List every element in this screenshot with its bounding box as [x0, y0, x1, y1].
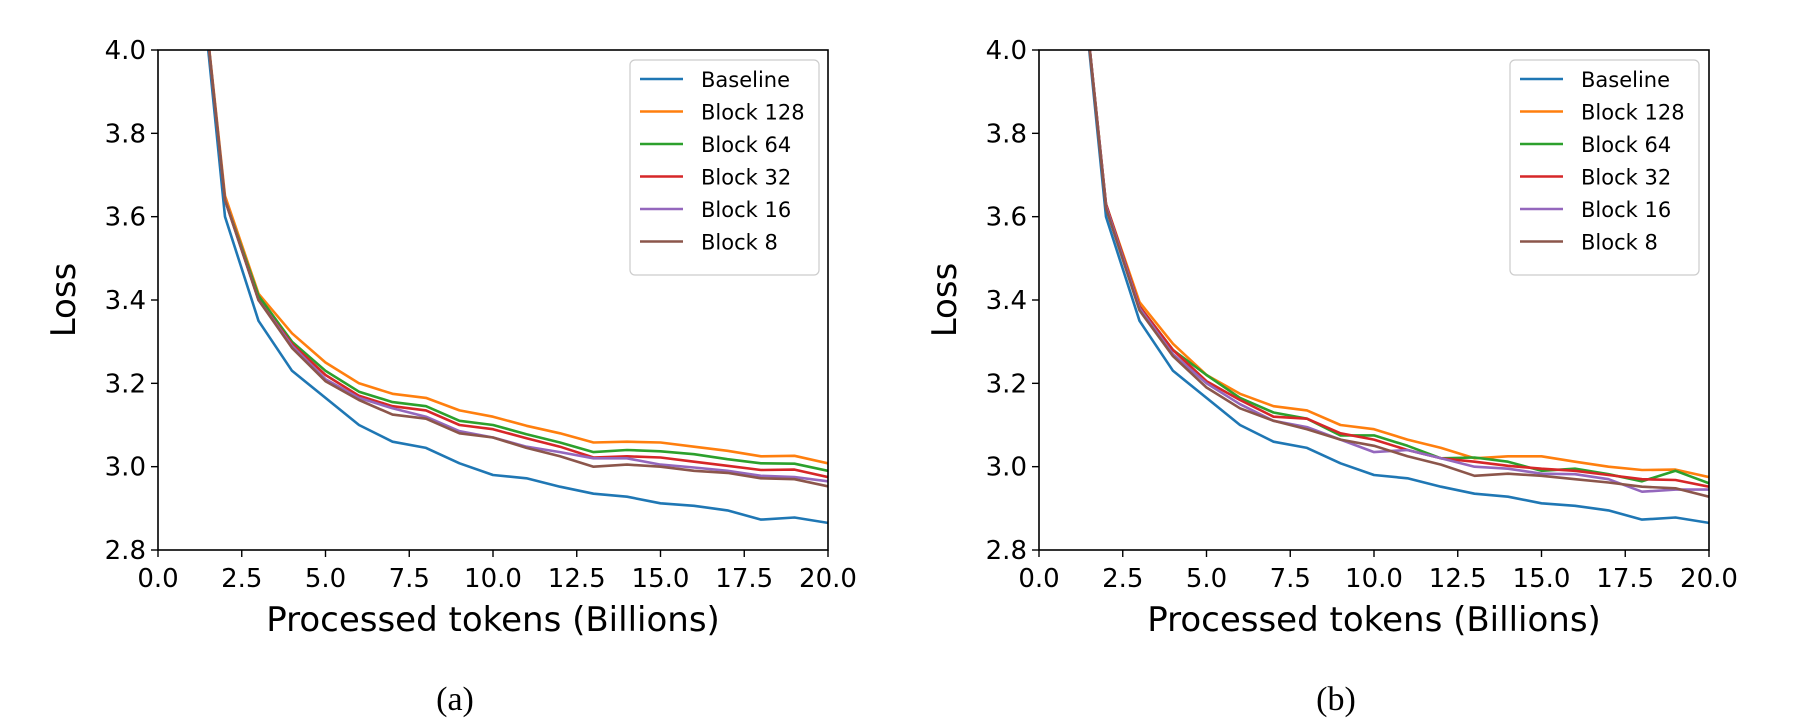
y-tick-label: 4.0 [105, 36, 146, 66]
y-tick-label: 3.0 [105, 453, 146, 483]
y-tick-label: 3.4 [105, 286, 146, 316]
series-line-block-32 [207, 50, 828, 479]
legend-entry: Block 8 [701, 231, 778, 255]
x-tick-label: 0.0 [1018, 564, 1059, 594]
series-line-block-128 [1088, 50, 1709, 479]
x-tick-label: 12.5 [1429, 564, 1487, 594]
x-tick-label: 7.5 [389, 564, 430, 594]
legend-box [629, 59, 820, 276]
panel-b: 0.0 2.5 5.0 7.5 10.0 12.5 15.0 17.5 20.0 2.8 3.0 3.… [925, 36, 1738, 718]
x-tick-label: 7.5 [1270, 564, 1311, 594]
legend-entry: Baseline [701, 68, 790, 92]
panel-caption: (a) [436, 681, 474, 718]
y-tick-label: 3.2 [986, 369, 1027, 399]
legend-entry: Block 16 [1581, 198, 1671, 222]
x-tick-label: 0.0 [137, 564, 178, 594]
x-axis-label: Processed tokens (Billions) [1147, 600, 1601, 640]
x-tick-label: 15.0 [632, 564, 690, 594]
x-axis-label: Processed tokens (Billions) [266, 600, 720, 640]
x-tick-label: 20.0 [799, 564, 857, 594]
x-tick-label: 10.0 [1345, 564, 1403, 594]
x-tick-label: 20.0 [1680, 564, 1738, 594]
panel-caption: (b) [1316, 681, 1356, 718]
x-tick-label: 5.0 [305, 564, 346, 594]
x-tick-label: 17.5 [1596, 564, 1654, 594]
legend-entry: Block 64 [1581, 133, 1671, 157]
x-tick-label: 2.5 [1102, 564, 1143, 594]
x-tick-label: 15.0 [1513, 564, 1571, 594]
series-line-block-64 [207, 50, 828, 473]
legend: Baseline Block 128 Block 64 Block 32 Block 1… [1509, 59, 1700, 276]
series-line-block-8 [1088, 50, 1709, 498]
y-tick-label: 3.8 [986, 119, 1027, 149]
series-line-baseline [206, 50, 828, 525]
y-tick-label: 3.6 [105, 203, 146, 233]
series-group [1087, 50, 1709, 525]
y-axis-label: Loss [925, 263, 965, 338]
y-axis-label: Loss [44, 263, 84, 338]
series-group [206, 50, 828, 525]
y-tick-label: 2.8 [105, 536, 146, 566]
series-line-block-32 [1088, 50, 1709, 488]
y-tick-label: 3.2 [105, 369, 146, 399]
series-line-block-8 [207, 50, 828, 488]
legend-box [1509, 59, 1700, 276]
legend-entry: Block 64 [701, 133, 791, 157]
series-line-block-128 [208, 50, 828, 465]
y-tick-label: 3.4 [986, 286, 1027, 316]
legend-entry: Block 128 [701, 101, 805, 125]
y-tick-label: 4.0 [986, 36, 1027, 66]
x-tick-label: 5.0 [1186, 564, 1227, 594]
x-tick-label: 2.5 [221, 564, 262, 594]
legend: Baseline Block 128 Block 64 Block 32 Block 1… [629, 59, 820, 276]
y-tick-label: 2.8 [986, 536, 1027, 566]
y-tick-label: 3.6 [986, 203, 1027, 233]
x-tick-label: 10.0 [464, 564, 522, 594]
legend-entry: Block 16 [701, 198, 791, 222]
legend-entry: Baseline [1581, 68, 1670, 92]
panel-a: 0.0 2.5 5.0 7.5 10.0 12.5 15.0 17.5 20.0 2.8 3.0 3.… [44, 36, 857, 718]
legend-entry: Block 32 [1581, 166, 1671, 190]
x-tick-label: 12.5 [548, 564, 606, 594]
series-line-baseline [1087, 50, 1709, 525]
legend-entry: Block 128 [1581, 101, 1685, 125]
y-tick-label: 3.0 [986, 453, 1027, 483]
legend-entry: Block 8 [1581, 231, 1658, 255]
y-tick-label: 3.8 [105, 119, 146, 149]
legend-entry: Block 32 [701, 166, 791, 190]
x-tick-label: 17.5 [715, 564, 773, 594]
